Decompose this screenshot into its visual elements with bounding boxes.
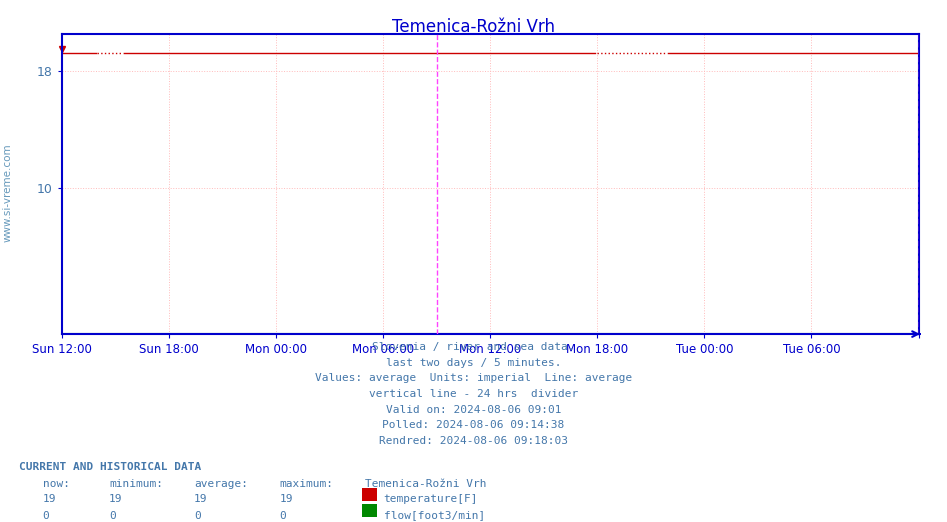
Text: 19: 19 [43,494,56,504]
Text: 19: 19 [194,494,207,504]
Text: average:: average: [194,479,248,489]
Text: CURRENT AND HISTORICAL DATA: CURRENT AND HISTORICAL DATA [19,462,201,472]
Text: 0: 0 [279,511,286,520]
Text: www.si-vreme.com: www.si-vreme.com [3,144,12,242]
Text: 19: 19 [109,494,122,504]
Text: maximum:: maximum: [279,479,333,489]
Text: 0: 0 [43,511,49,520]
Text: Values: average  Units: imperial  Line: average: Values: average Units: imperial Line: av… [314,373,633,383]
Text: Temenica-Rožni Vrh: Temenica-Rožni Vrh [365,479,486,489]
Text: 19: 19 [279,494,293,504]
Text: minimum:: minimum: [109,479,163,489]
Text: vertical line - 24 hrs  divider: vertical line - 24 hrs divider [369,389,578,399]
Text: 0: 0 [194,511,201,520]
Text: now:: now: [43,479,70,489]
Text: Valid on: 2024-08-06 09:01: Valid on: 2024-08-06 09:01 [385,405,562,414]
Text: temperature[F]: temperature[F] [384,494,478,504]
Text: 0: 0 [109,511,116,520]
Text: last two days / 5 minutes.: last two days / 5 minutes. [385,358,562,367]
Text: Temenica-Rožni Vrh: Temenica-Rožni Vrh [392,18,555,36]
Text: Slovenia / river and sea data.: Slovenia / river and sea data. [372,342,575,352]
Text: flow[foot3/min]: flow[foot3/min] [384,511,485,520]
Text: Rendred: 2024-08-06 09:18:03: Rendred: 2024-08-06 09:18:03 [379,436,568,446]
Text: Polled: 2024-08-06 09:14:38: Polled: 2024-08-06 09:14:38 [383,420,564,430]
